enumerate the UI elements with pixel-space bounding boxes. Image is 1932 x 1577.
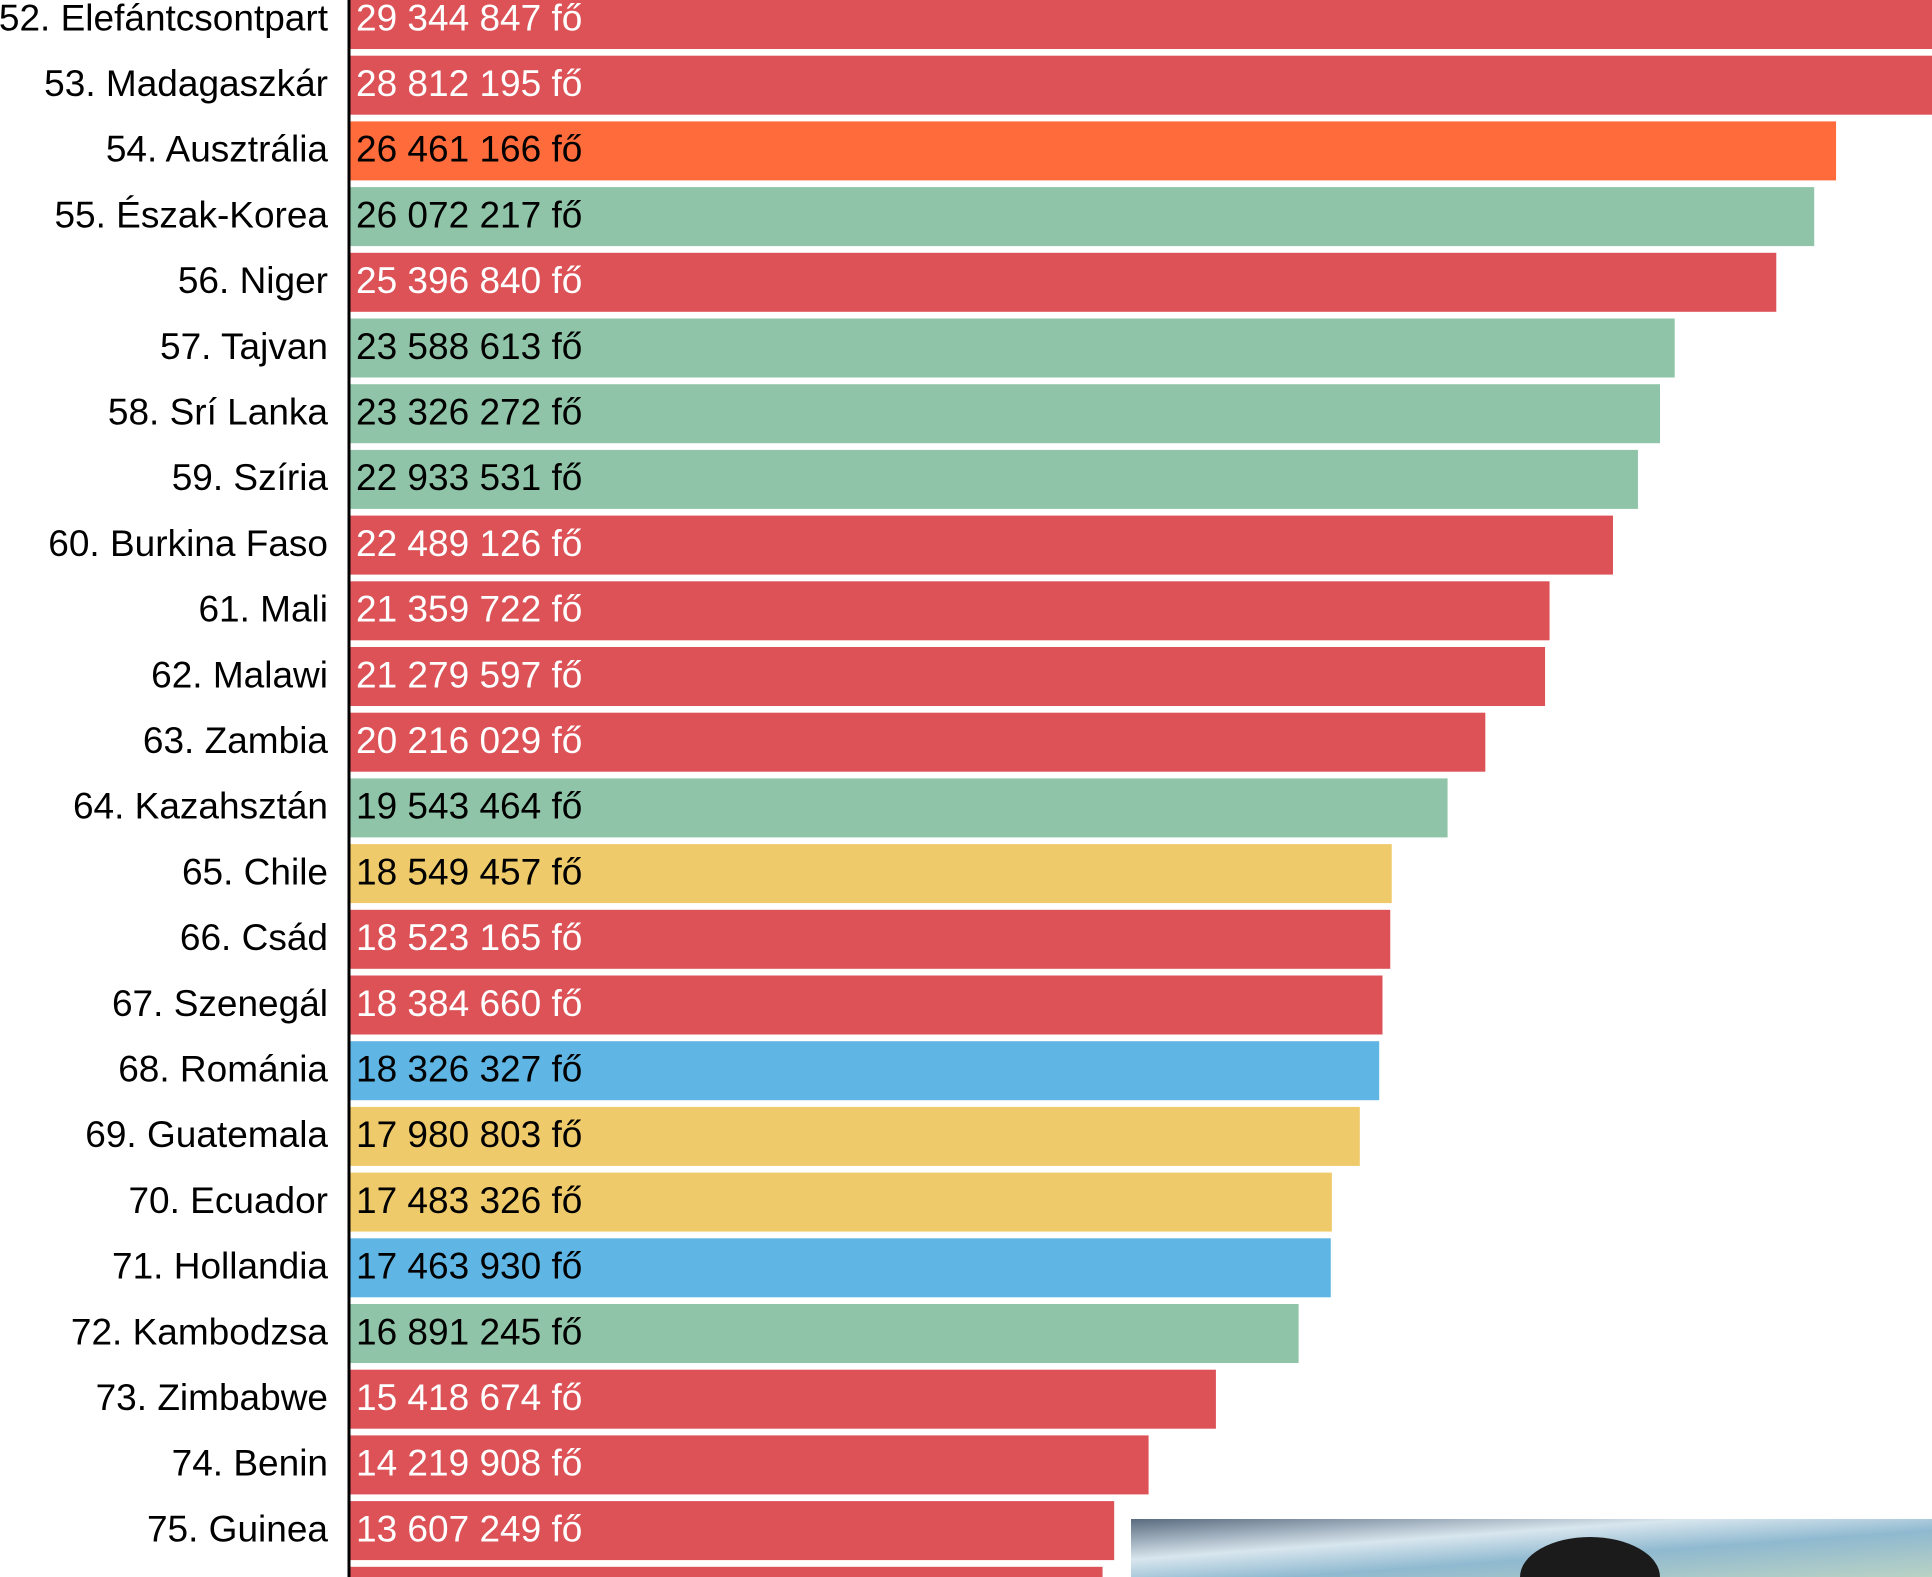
- value-label: 21 279 597 fő: [356, 654, 582, 695]
- category-label: 70. Ecuador: [128, 1180, 328, 1221]
- category-label: 58. Srí Lanka: [108, 391, 329, 432]
- category-label: 57. Tajvan: [160, 326, 328, 367]
- category-label: 75. Guinea: [147, 1508, 328, 1549]
- category-label: 71. Hollandia: [112, 1246, 328, 1287]
- value-label: 15 418 674 fő: [356, 1377, 582, 1418]
- category-label: 74. Benin: [172, 1443, 328, 1484]
- value-label: 22 933 531 fő: [356, 457, 582, 498]
- category-label: 62. Malawi: [151, 654, 328, 695]
- category-label: 64. Kazahsztán: [73, 786, 328, 827]
- category-label: 67. Szenegál: [112, 983, 328, 1024]
- value-label: 22 489 126 fő: [356, 523, 582, 564]
- category-label: 55. Észak-Korea: [54, 194, 328, 235]
- category-label: 72. Kambodzsa: [71, 1311, 329, 1352]
- value-label: 17 463 930 fő: [356, 1246, 582, 1287]
- bar: [350, 56, 1932, 115]
- value-label: 18 384 660 fő: [356, 983, 582, 1024]
- category-label: 56. Niger: [178, 260, 328, 301]
- category-label: 68. Románia: [118, 1048, 328, 1089]
- category-label: 63. Zambia: [143, 720, 329, 761]
- bars: 52. Elefántcsontpart 29 344 847 fő 53. Mad…: [0, 0, 1932, 1577]
- value-label: 16 891 245 fő: [356, 1311, 582, 1352]
- value-label: 20 216 029 fő: [356, 720, 582, 761]
- value-label: 21 359 722 fő: [356, 589, 582, 630]
- value-label: 18 549 457 fő: [356, 851, 582, 892]
- value-label: 29 344 847 fő: [356, 0, 582, 38]
- category-label: 60. Burkina Faso: [48, 523, 328, 564]
- value-label: 13 607 249 fő: [356, 1508, 582, 1549]
- value-label: 28 812 195 fő: [356, 63, 582, 104]
- value-label: 18 326 327 fő: [356, 1048, 582, 1089]
- bar: [350, 1567, 1103, 1577]
- category-label: 59. Szíria: [172, 457, 329, 498]
- chart: 52. Elefántcsontpart 29 344 847 fő 53. Mad…: [0, 0, 1932, 1577]
- value-label: 19 543 464 fő: [356, 786, 582, 827]
- category-label: 69. Guatemala: [85, 1114, 328, 1155]
- value-label: 14 219 908 fő: [356, 1443, 582, 1484]
- value-label: 25 396 840 fő: [356, 260, 582, 301]
- page: 52. Elefántcsontpart 29 344 847 fő 53. Mad…: [0, 0, 1932, 1577]
- category-label: 52. Elefántcsontpart: [0, 0, 329, 38]
- value-label: 17 980 803 fő: [356, 1114, 582, 1155]
- value-label: 26 461 166 fő: [356, 129, 582, 170]
- category-label: 66. Csád: [180, 917, 328, 958]
- value-label: 26 072 217 fő: [356, 194, 582, 235]
- value-label: 18 523 165 fő: [356, 917, 582, 958]
- value-label: 23 326 272 fő: [356, 391, 582, 432]
- category-label: 73. Zimbabwe: [96, 1377, 328, 1418]
- value-label: 17 483 326 fő: [356, 1180, 582, 1221]
- bar: [350, 0, 1932, 49]
- category-label: 65. Chile: [182, 851, 328, 892]
- photo-thumbnail: [1131, 1519, 1932, 1577]
- category-label: 53. Madagaszkár: [44, 63, 328, 104]
- category-label: 54. Ausztrália: [106, 129, 329, 170]
- category-label: 61. Mali: [198, 589, 328, 630]
- value-label: 23 588 613 fő: [356, 326, 582, 367]
